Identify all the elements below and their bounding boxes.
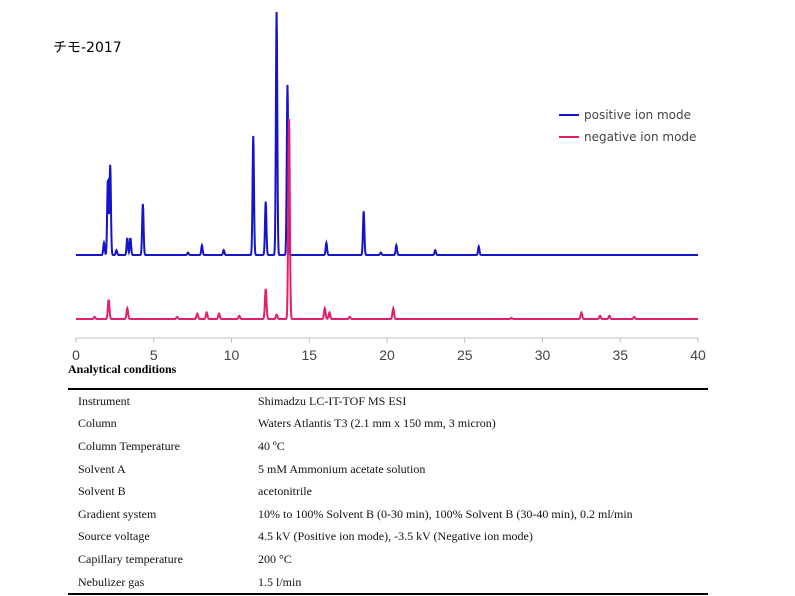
- legend: positive ion mode negative ion mode: [559, 108, 696, 144]
- value-cell: acetonitrile: [258, 484, 312, 499]
- table-row: Instrument Shimadzu LC-IT-TOF MS ESI: [68, 388, 708, 413]
- table-row: Capillary temperature 200 °C: [68, 548, 708, 571]
- x-axis: 0 5 10 15 20 25 30 35 40: [72, 337, 706, 363]
- x-tick-label: 10: [224, 347, 240, 363]
- chromatogram-chart: チモ-2017 0 5 10 15 20 25 30 35 40 positive ion mo…: [53, 11, 706, 363]
- table-row: Gradient system 10% to 100% Solvent B (0-…: [68, 503, 708, 526]
- table-row: Source voltage 4.5 kV (Positive ion mode)…: [68, 526, 708, 549]
- x-tick-label: 5: [150, 347, 158, 363]
- legend-label: negative ion mode: [584, 130, 696, 144]
- series-positive-ion-mode: [76, 11, 698, 256]
- value-cell: 1.5 l/min: [258, 570, 708, 596]
- series-line: [76, 11, 698, 256]
- legend-label: positive ion mode: [584, 108, 691, 122]
- table-row: Solvent A 5 mM Ammonium acetate solution: [68, 458, 708, 481]
- param-cell: Capillary temperature: [78, 551, 183, 566]
- param-cell: Gradient system: [78, 506, 157, 521]
- conditions-heading: Analytical conditions: [68, 362, 177, 376]
- param-cell: Solvent A: [78, 461, 126, 476]
- value-cell: 10% to 100% Solvent B (0-30 min), 100% S…: [258, 506, 633, 521]
- param-cell: Column: [78, 416, 117, 431]
- x-tick-label: 20: [379, 347, 395, 363]
- series-layer: [76, 11, 698, 320]
- value-cell: Waters Atlantis T3 (2.1 mm x 150 mm, 3 m…: [258, 416, 496, 431]
- series-line: [76, 119, 698, 320]
- value-cell: 40 ºC: [258, 438, 285, 453]
- x-tick-label: 25: [457, 347, 473, 363]
- chart-title: チモ-2017: [53, 40, 122, 56]
- param-cell: Source voltage: [78, 529, 150, 544]
- x-tick-label: 35: [612, 347, 628, 363]
- table-row: Solvent B acetonitrile: [68, 480, 708, 503]
- x-tick-label: 15: [301, 347, 317, 363]
- value-cell: 4.5 kV (Positive ion mode), -3.5 kV (Neg…: [258, 529, 533, 544]
- x-tick-label: 30: [535, 347, 551, 363]
- value-cell: 5 mM Ammonium acetate solution: [258, 461, 426, 476]
- param-cell: Instrument: [68, 388, 258, 413]
- x-tick-label: 0: [72, 347, 80, 363]
- param-cell: Nebulizer gas: [68, 570, 258, 596]
- param-cell: Solvent B: [78, 484, 126, 499]
- table-row: Column Temperature 40 ºC: [68, 435, 708, 458]
- value-cell: Shimadzu LC-IT-TOF MS ESI: [258, 388, 708, 413]
- x-tick-label: 40: [690, 347, 706, 363]
- value-cell: 200 °C: [258, 551, 292, 566]
- series-negative-ion-mode: [76, 119, 698, 320]
- conditions-table: Instrument Shimadzu LC-IT-TOF MS ESI Colum…: [68, 388, 708, 596]
- table-row: Nebulizer gas 1.5 l/min: [68, 570, 708, 596]
- table-row: Column Waters Atlantis T3 (2.1 mm x 150 m…: [68, 413, 708, 436]
- param-cell: Column Temperature: [78, 438, 180, 453]
